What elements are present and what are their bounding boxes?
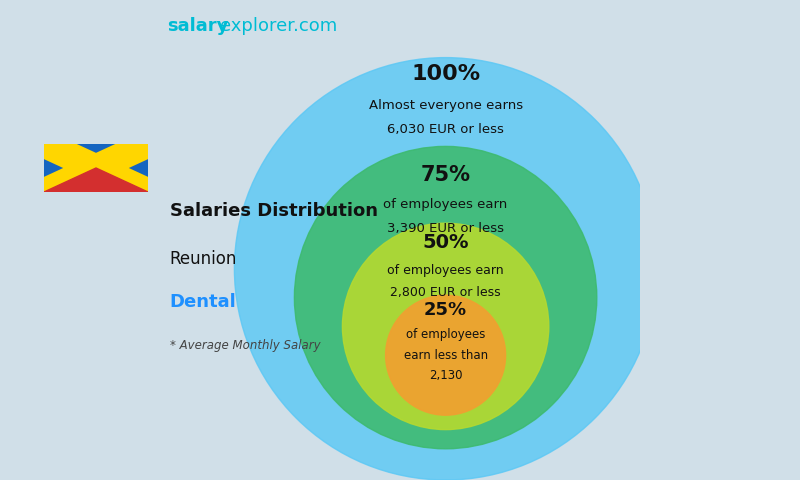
Circle shape xyxy=(294,146,597,449)
Text: of employees earn: of employees earn xyxy=(387,264,504,277)
Text: Reunion: Reunion xyxy=(170,250,237,268)
Circle shape xyxy=(342,223,549,430)
Text: Salaries Distribution: Salaries Distribution xyxy=(170,202,378,220)
Text: Almost everyone earns: Almost everyone earns xyxy=(369,99,522,112)
Text: earn less than: earn less than xyxy=(403,348,488,362)
Text: 2,130: 2,130 xyxy=(429,369,462,383)
Text: 100%: 100% xyxy=(411,64,480,84)
Text: 25%: 25% xyxy=(424,300,467,319)
Text: 2,800 EUR or less: 2,800 EUR or less xyxy=(390,286,501,300)
Text: salary: salary xyxy=(167,17,229,35)
Text: 6,030 EUR or less: 6,030 EUR or less xyxy=(387,123,504,136)
Circle shape xyxy=(234,58,657,480)
Text: 75%: 75% xyxy=(421,165,470,185)
Text: Dental: Dental xyxy=(170,293,236,312)
Text: of employees: of employees xyxy=(406,328,486,341)
Text: 3,390 EUR or less: 3,390 EUR or less xyxy=(387,222,504,236)
Text: 50%: 50% xyxy=(422,233,469,252)
Text: of employees earn: of employees earn xyxy=(383,198,508,212)
Text: explorer.com: explorer.com xyxy=(220,17,338,35)
Text: * Average Monthly Salary: * Average Monthly Salary xyxy=(170,339,320,352)
Circle shape xyxy=(386,295,506,415)
Polygon shape xyxy=(44,168,148,192)
